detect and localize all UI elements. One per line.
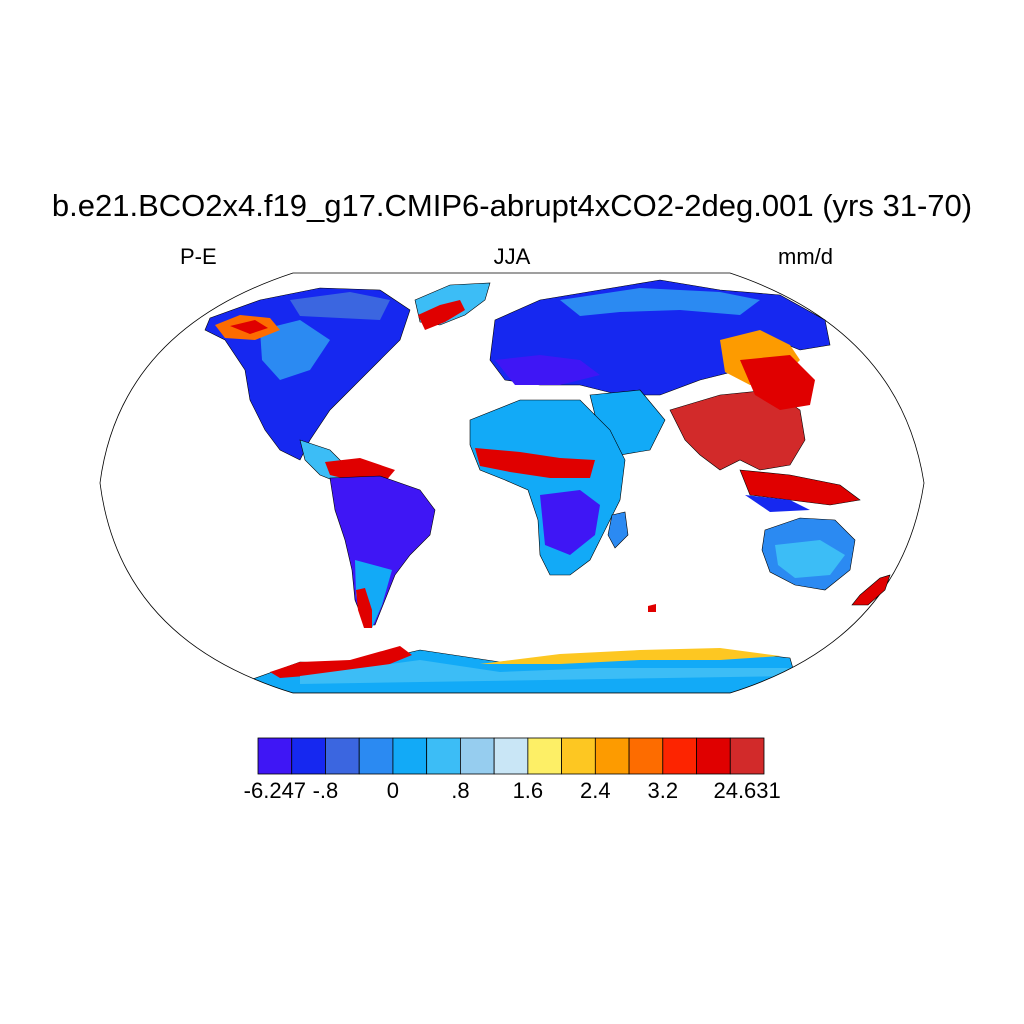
colorbar-swatch [325, 737, 360, 775]
colorbar-swatch [257, 737, 293, 775]
maritime-blue [745, 495, 810, 512]
colorbar-swatch [291, 737, 326, 775]
antarctica-light-band [300, 660, 790, 684]
colorbar-swatch [561, 737, 596, 775]
china-red [740, 355, 815, 410]
europe-deep [495, 355, 600, 385]
maritime-continent [739, 469, 861, 506]
colorbar-tick-label: 1.6 [512, 778, 544, 803]
colorbar-swatch [527, 737, 562, 775]
colorbar-tick-label: .8 [451, 778, 470, 803]
colorbar-swatch [696, 737, 731, 775]
figure-title: b.e21.BCO2x4.f19_g17.CMIP6-abrupt4xCO2-2… [51, 188, 973, 223]
colorbar-swatch [459, 737, 495, 775]
antarctica-orange-coast [480, 648, 780, 664]
colorbar-swatch [628, 737, 664, 775]
alaska-red-core [230, 320, 268, 334]
colorbar-swatch [662, 737, 697, 775]
colorbar-swatch [493, 737, 529, 775]
australia-light [775, 540, 845, 578]
variable-label: P-E [180, 244, 217, 269]
madagascar [607, 511, 629, 549]
colorbar-tick-label: 0 [386, 778, 400, 803]
tasmania-dot [648, 604, 656, 612]
colorbar-swatch [426, 737, 461, 775]
siberia-light [560, 288, 760, 316]
colorbar-tick-label: 3.2 [647, 778, 679, 803]
map-boundary [99, 272, 925, 694]
antarctica-red-coast [270, 646, 412, 678]
central-africa-deep [540, 490, 600, 555]
canada-north [290, 292, 390, 320]
season-label: JJA [493, 244, 531, 269]
colorbar-swatch [594, 737, 630, 775]
units-label: mm/d [778, 244, 833, 269]
colorbar-swatch [392, 737, 428, 775]
colorbar-tick-label: 24.631 [713, 778, 781, 803]
new-zealand [851, 574, 891, 606]
colorbar-tick-label: 2.4 [580, 778, 611, 803]
patagonia-red [356, 588, 372, 628]
colorbar-swatch [358, 737, 394, 775]
colorbar-swatch [729, 737, 765, 775]
greenland-red [418, 300, 465, 330]
sahel-red [475, 448, 595, 478]
colorbar-tick-label: -6.247 [243, 778, 307, 803]
north-america-light-patches [260, 320, 330, 380]
colorbar-tick-label: -.8 [312, 778, 339, 803]
